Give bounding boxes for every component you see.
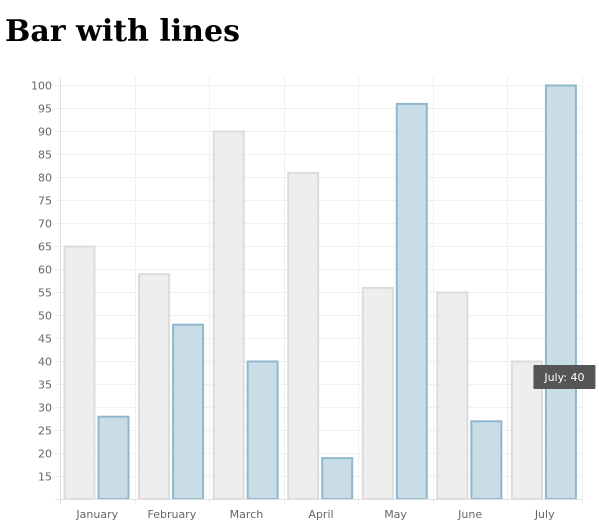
bar-series1-april[interactable] <box>287 171 320 500</box>
y-tick-label: 45 <box>38 333 52 346</box>
y-tick-label: 40 <box>38 356 52 369</box>
y-tick-label: 55 <box>38 287 52 300</box>
bar-series1-june[interactable] <box>436 291 469 500</box>
chart-labels: 15 20 25 30 35 40 45 50 55 60 65 70 75 80 85 90 95 100 Jan… <box>31 80 555 522</box>
x-tick-label: May <box>384 508 407 521</box>
bar-series2-april[interactable] <box>321 457 354 501</box>
bar-series2-february[interactable] <box>172 323 205 501</box>
y-tick-label: 15 <box>38 471 52 484</box>
bar-series2-january[interactable] <box>97 415 130 501</box>
bar-series2-july[interactable] <box>544 84 577 500</box>
y-tick-label: 100 <box>31 80 52 93</box>
x-tick-label: April <box>308 508 333 521</box>
bar-series2-june[interactable] <box>470 420 503 500</box>
bar-series1-february[interactable] <box>138 273 171 500</box>
bar-series1-may[interactable] <box>361 286 394 500</box>
x-tick-label: March <box>230 508 264 521</box>
y-tick-label: 35 <box>38 379 52 392</box>
y-tick-label: 30 <box>38 402 52 415</box>
bar-series1-january[interactable] <box>63 245 96 500</box>
bar-series1-march[interactable] <box>212 130 245 500</box>
y-tick-label: 25 <box>38 425 52 438</box>
chart-title: Bar with lines <box>5 14 240 49</box>
x-tick-label: July <box>534 508 555 521</box>
bar-series2-may[interactable] <box>395 102 428 501</box>
x-tick-label: February <box>147 508 196 521</box>
y-tick-label: 90 <box>38 126 52 139</box>
chart-axes <box>55 77 582 504</box>
y-tick-label: 50 <box>38 310 52 323</box>
y-tick-label: 85 <box>38 149 52 162</box>
chart-bars <box>63 84 577 501</box>
chart-tooltip: July: 40 <box>533 365 596 389</box>
y-tick-label: 75 <box>38 195 52 208</box>
x-tick-label: January <box>75 508 118 521</box>
y-tick-label: 20 <box>38 448 52 461</box>
y-tick-label: 60 <box>38 264 52 277</box>
tooltip-text: July: 40 <box>543 371 584 384</box>
y-tick-label: 70 <box>38 218 52 231</box>
y-tick-label: 95 <box>38 103 52 116</box>
y-tick-label: 65 <box>38 241 52 254</box>
tooltip-box <box>533 365 596 389</box>
x-tick-label: June <box>457 508 482 521</box>
y-tick-label: 80 <box>38 172 52 185</box>
bar-series2-march[interactable] <box>246 360 279 500</box>
